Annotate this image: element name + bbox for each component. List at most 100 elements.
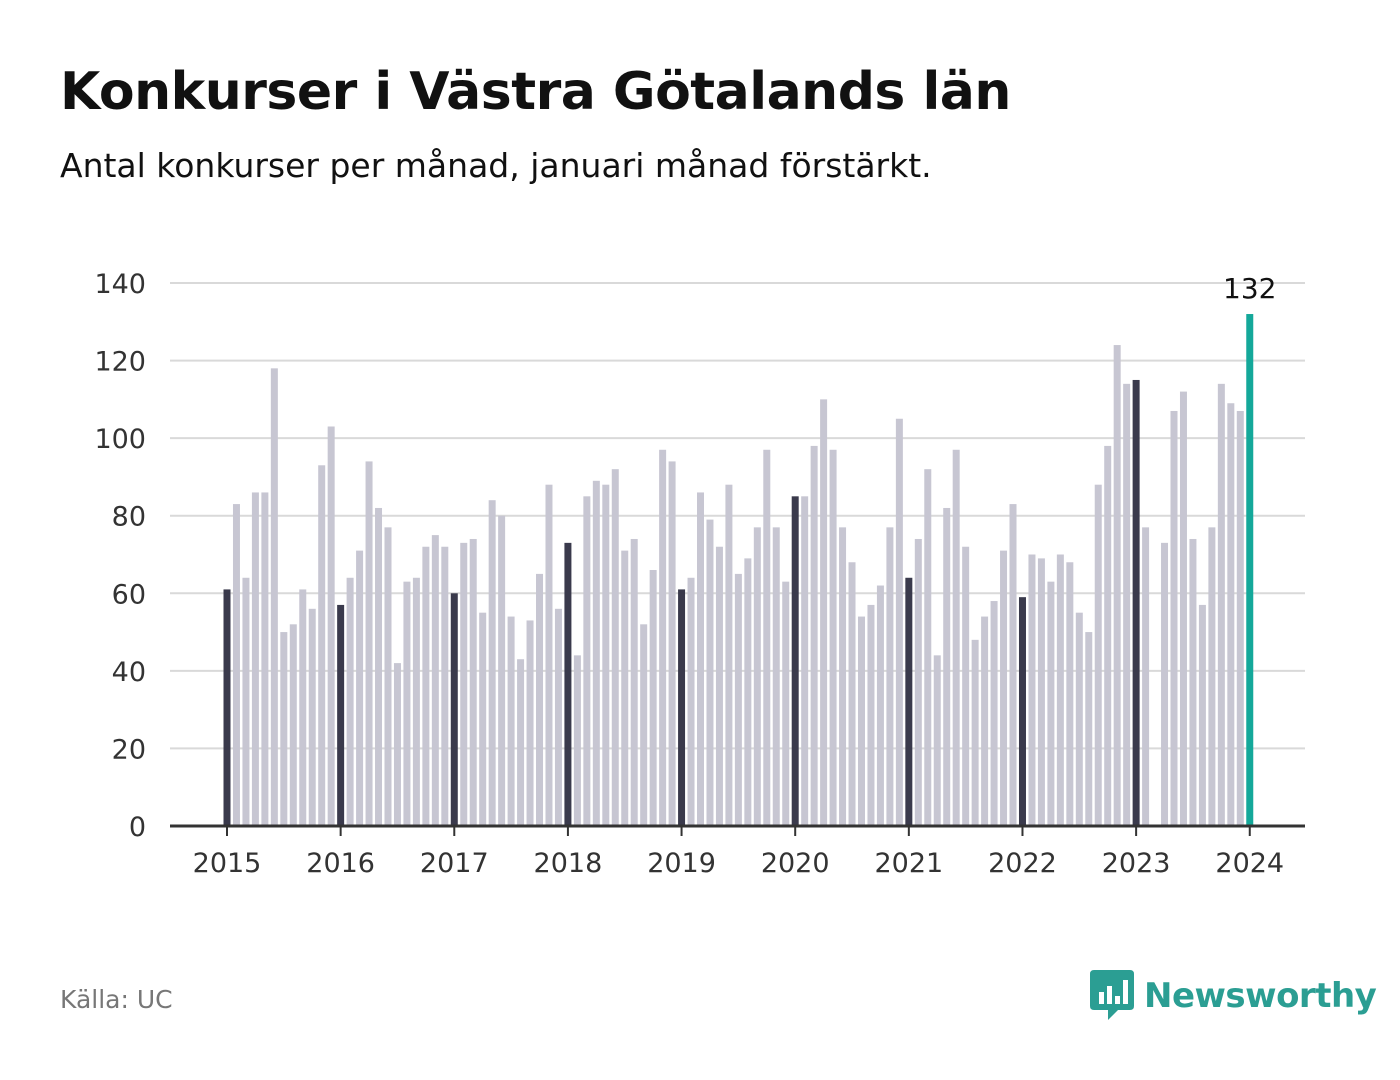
- bar: [498, 515, 506, 826]
- bar: [810, 445, 818, 826]
- bar: [479, 612, 487, 826]
- bar: [517, 659, 525, 826]
- bar-january: [1132, 379, 1140, 826]
- bar: [640, 624, 648, 826]
- bar: [1227, 403, 1235, 826]
- bar: [990, 601, 998, 826]
- bar: [270, 368, 278, 826]
- bar: [1198, 604, 1206, 826]
- bar: [820, 399, 828, 826]
- bar-latest: [1246, 314, 1254, 826]
- y-tick-label: 120: [94, 347, 146, 378]
- x-tick-label: 2018: [534, 848, 603, 879]
- bar: [924, 469, 932, 826]
- bar: [772, 527, 780, 826]
- bar: [1104, 445, 1112, 826]
- chart-title: Konkurser i Västra Götalands län: [60, 62, 1011, 122]
- bar: [876, 585, 884, 826]
- bar: [602, 484, 610, 826]
- source-note: Källa: UC: [60, 985, 173, 1014]
- bar: [393, 663, 401, 826]
- x-tick-label: 2021: [874, 848, 943, 879]
- y-tick-label: 60: [112, 579, 146, 610]
- x-tick-label: 2023: [1102, 848, 1171, 879]
- bar: [801, 496, 809, 826]
- bar: [782, 581, 790, 826]
- bar: [308, 608, 316, 826]
- x-tick-label: 2015: [193, 848, 262, 879]
- bar: [251, 492, 259, 826]
- y-tick-label: 140: [94, 269, 146, 300]
- bar: [242, 577, 250, 826]
- bar: [1161, 542, 1169, 826]
- bar-january: [905, 577, 913, 826]
- bar: [943, 507, 951, 826]
- bar: [687, 577, 695, 826]
- bar: [867, 604, 875, 826]
- bar: [895, 418, 903, 826]
- bar: [412, 577, 420, 826]
- bar: [507, 616, 515, 826]
- bar: [706, 519, 714, 826]
- bar: [1170, 410, 1178, 826]
- bar-january: [678, 589, 686, 826]
- bar: [933, 655, 941, 826]
- bar: [914, 538, 922, 826]
- data-label-latest: 132: [1223, 272, 1276, 305]
- bar: [1142, 527, 1150, 826]
- bar-january: [1018, 597, 1026, 826]
- bar: [839, 527, 847, 826]
- bar: [375, 507, 383, 826]
- bar: [356, 550, 364, 826]
- bar: [346, 577, 354, 826]
- x-axis: [170, 824, 1305, 836]
- bar: [1000, 550, 1008, 826]
- bar: [573, 655, 581, 826]
- bar: [763, 449, 771, 826]
- bar: [829, 449, 837, 826]
- bar: [1085, 632, 1093, 826]
- x-tick-label: 2020: [761, 848, 830, 879]
- bar: [971, 639, 979, 826]
- bar: [469, 538, 477, 826]
- bar: [1179, 391, 1187, 826]
- bar: [384, 527, 392, 826]
- x-tick-label: 2024: [1215, 848, 1284, 879]
- bar: [630, 538, 638, 826]
- bar: [460, 542, 468, 826]
- bar: [327, 426, 335, 826]
- bar: [1094, 484, 1102, 826]
- bar: [365, 461, 373, 826]
- bar: [621, 550, 629, 826]
- bar: [299, 589, 307, 826]
- bar: [668, 461, 676, 826]
- bar: [1066, 562, 1074, 826]
- bar: [280, 632, 288, 826]
- bar: [981, 616, 989, 826]
- x-tick-label: 2022: [988, 848, 1057, 879]
- y-tick-label: 0: [129, 812, 146, 843]
- y-tick-label: 80: [112, 502, 146, 533]
- brand-logo[interactable]: Newsworthy: [1090, 970, 1377, 1022]
- bar-january: [223, 589, 231, 826]
- bar: [857, 616, 865, 826]
- bar: [962, 546, 970, 826]
- bar: [403, 581, 411, 826]
- bar: [422, 546, 430, 826]
- bar: [526, 620, 534, 826]
- y-tick-label: 20: [112, 734, 146, 765]
- bar: [744, 558, 752, 826]
- bar: [649, 570, 657, 826]
- bar: [554, 608, 562, 826]
- bar: [1113, 345, 1121, 826]
- bar: [232, 504, 240, 826]
- bar: [1208, 527, 1216, 826]
- x-tick-label: 2016: [306, 848, 375, 879]
- brand-name: Newsworthy: [1144, 976, 1377, 1016]
- bar: [1123, 383, 1131, 826]
- bar: [1217, 383, 1225, 826]
- bar: [886, 527, 894, 826]
- bar: [1009, 504, 1017, 826]
- bar: [659, 449, 667, 826]
- x-tick-label: 2019: [647, 848, 716, 879]
